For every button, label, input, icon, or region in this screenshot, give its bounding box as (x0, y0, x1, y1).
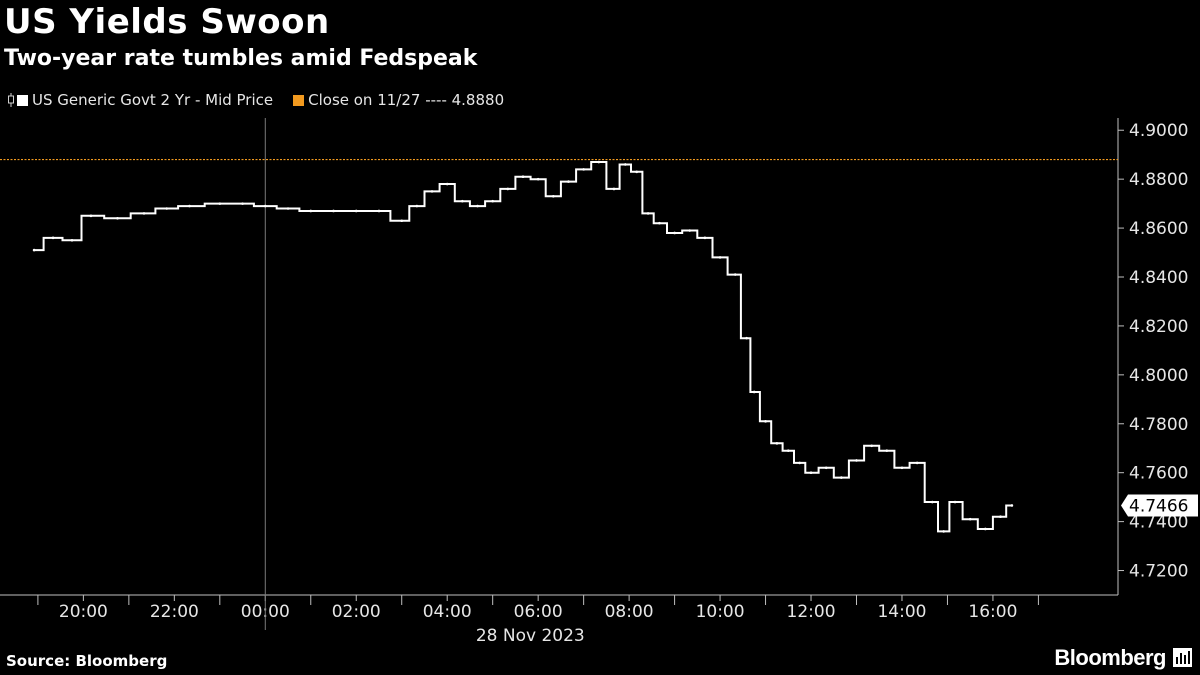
data-point (703, 236, 707, 240)
x-tick-label: 20:00 (59, 602, 108, 622)
data-point (718, 256, 722, 259)
x-tick-label: 10:00 (696, 602, 745, 622)
data-point (188, 204, 191, 208)
data-point (635, 170, 638, 174)
data-point (461, 199, 464, 203)
data-point (870, 444, 873, 448)
data-point (984, 527, 987, 531)
data-point (51, 236, 55, 240)
y-tick-label: 4.8400 (1129, 268, 1188, 288)
data-point (900, 466, 904, 470)
candle-icon (8, 93, 14, 107)
y-tick-label: 4.8200 (1129, 317, 1188, 337)
y-tick-label: 4.7800 (1129, 415, 1188, 435)
x-tick-label: 16:00 (968, 602, 1017, 622)
data-point (624, 163, 627, 166)
data-point (415, 204, 419, 208)
data-point (999, 515, 1002, 519)
y-tick-label: 4.7200 (1129, 562, 1188, 582)
y-tick-label: 4.7400 (1129, 513, 1188, 533)
data-point (646, 212, 650, 215)
data-point (241, 202, 244, 205)
data-point (786, 449, 790, 452)
data-point (775, 442, 779, 445)
data-point (597, 160, 601, 164)
x-tick-label: 02:00 (332, 602, 381, 622)
data-point (1010, 504, 1014, 507)
data-point (567, 180, 570, 183)
x-tick-label: 22:00 (150, 602, 199, 622)
y-tick-label: 4.8600 (1129, 219, 1188, 239)
data-point (286, 207, 290, 210)
data-point (116, 216, 119, 220)
data-point (673, 231, 676, 235)
series-line-2yr-yield (34, 161, 1012, 533)
y-tick-label: 4.8800 (1129, 170, 1188, 190)
data-point (476, 204, 479, 208)
y-tick-label: 4.9000 (1129, 121, 1188, 141)
x-tick-label: 06:00 (514, 602, 563, 622)
data-point (915, 461, 919, 465)
data-point (309, 209, 313, 213)
chart-title: US Yields Swoon (4, 2, 330, 42)
data-point (968, 517, 972, 521)
data-point (764, 420, 767, 423)
data-point (70, 239, 74, 242)
data-point (840, 476, 843, 479)
data-point (745, 336, 748, 340)
data-point (688, 229, 692, 232)
x-tick-label: 14:00 (877, 602, 926, 622)
data-point (824, 466, 828, 470)
data-point (733, 273, 737, 276)
data-point (809, 471, 813, 474)
data-point (885, 449, 889, 452)
legend-label-close: Close on 11/27 ---- 4.8880 (308, 91, 505, 109)
series-color-swatch (17, 94, 28, 106)
x-tick-label: 08:00 (605, 602, 654, 622)
data-point (218, 202, 222, 205)
data-point (552, 194, 555, 198)
y-tick-label: 4.8000 (1129, 366, 1188, 386)
legend-item-series: US Generic Govt 2 Yr - Mid Price (8, 91, 273, 109)
source-note: Source: Bloomberg (6, 652, 168, 670)
data-point (752, 390, 756, 394)
data-point (400, 219, 404, 223)
data-point (798, 461, 801, 465)
x-tick-label: 04:00 (423, 602, 472, 622)
data-point (332, 209, 335, 213)
legend-label-series: US Generic Govt 2 Yr - Mid Price (32, 91, 274, 109)
data-point (89, 214, 93, 218)
chart-subtitle: Two-year rate tumbles amid Fedspeak (4, 46, 478, 71)
bloomberg-mark-icon (1173, 648, 1192, 667)
legend: US Generic Govt 2 Yr - Mid Price Close o… (8, 91, 524, 109)
data-point (506, 187, 510, 191)
data-point (354, 209, 358, 213)
data-point (942, 530, 945, 533)
data-point (536, 177, 540, 181)
data-point (263, 204, 267, 208)
last-value-label: 4.7466 (1129, 496, 1188, 516)
data-point (445, 182, 449, 186)
data-point (930, 500, 934, 504)
last-value-tag (1121, 494, 1198, 517)
x-axis-label: 28 Nov 2023 (476, 626, 585, 646)
bloomberg-logo: Bloomberg (1054, 645, 1166, 670)
square-icon (293, 94, 305, 106)
data-point (855, 459, 858, 462)
data-point (521, 175, 525, 179)
data-point (165, 207, 169, 210)
data-point (142, 212, 146, 215)
data-point (658, 221, 661, 225)
data-point (32, 248, 36, 252)
data-point (953, 500, 957, 504)
y-tick-label: 4.7600 (1129, 464, 1188, 484)
data-point (491, 199, 494, 203)
data-point (377, 209, 381, 213)
data-point (430, 190, 434, 193)
x-tick-label: 12:00 (787, 602, 836, 622)
data-point (612, 187, 616, 191)
data-point (582, 168, 585, 171)
legend-item-close: Close on 11/27 ---- 4.8880 (293, 91, 504, 109)
